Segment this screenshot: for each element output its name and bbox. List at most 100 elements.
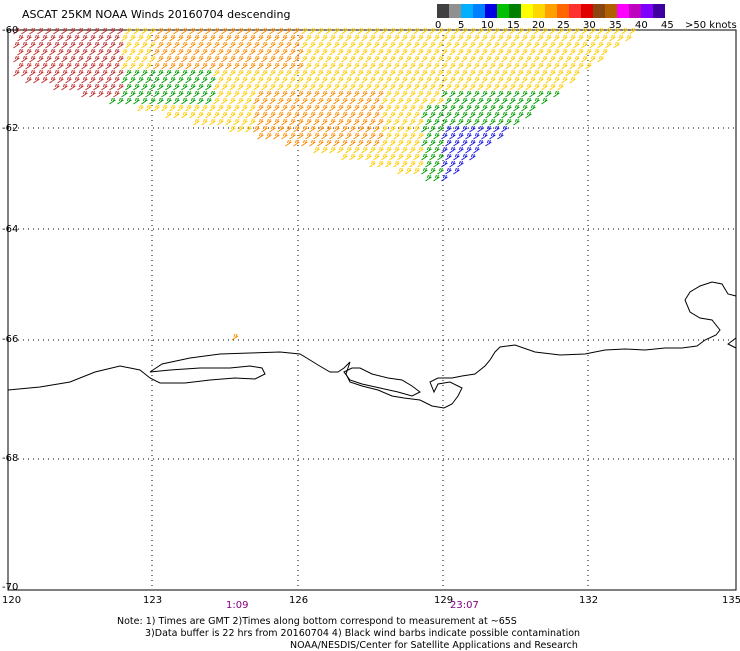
wind-barb <box>473 90 480 98</box>
wind-barb <box>293 111 300 119</box>
wind-barb <box>425 160 432 168</box>
wind-barb <box>413 153 420 161</box>
legend-label-45: 45 <box>661 20 674 31</box>
wind-barb <box>285 55 292 63</box>
wind-barb <box>569 76 576 84</box>
wind-barb <box>33 62 40 70</box>
wind-barb <box>273 132 280 140</box>
wind-barb <box>389 27 396 35</box>
wind-barb <box>97 48 104 56</box>
wind-barb <box>249 34 256 42</box>
wind-barb <box>509 97 516 105</box>
wind-barb <box>249 76 256 84</box>
wind-barb <box>345 118 352 126</box>
wind-barb <box>201 118 208 126</box>
wind-barb <box>205 55 212 63</box>
wind-barb <box>321 34 328 42</box>
wind-barb <box>477 41 484 49</box>
wind-barb <box>177 90 184 98</box>
wind-barb <box>349 55 356 63</box>
wind-barb <box>389 69 396 77</box>
wind-barb <box>229 55 236 63</box>
wind-barb <box>45 69 52 77</box>
wind-barb <box>345 90 352 98</box>
wind-barb <box>17 34 24 42</box>
wind-barb <box>205 97 212 105</box>
wind-barb <box>153 62 160 70</box>
wind-barb <box>353 104 360 112</box>
wind-barb <box>341 111 348 119</box>
wind-barb <box>389 125 396 133</box>
wind-barb <box>469 41 476 49</box>
wind-barb <box>333 55 340 63</box>
legend-swatch <box>461 4 473 18</box>
wind-barb <box>385 34 392 42</box>
wind-barb <box>273 76 280 84</box>
wind-barb <box>601 48 608 56</box>
wind-barb <box>141 55 148 63</box>
wind-barb <box>445 55 452 63</box>
wind-barb <box>437 83 444 91</box>
wind-barb <box>517 27 524 35</box>
wind-barb <box>173 69 180 77</box>
wind-barb <box>409 62 416 70</box>
wind-barb <box>161 62 168 70</box>
wind-barb <box>341 125 348 133</box>
wind-barb <box>293 83 300 91</box>
wind-barb <box>109 83 116 91</box>
wind-barb <box>337 132 344 140</box>
wind-barb <box>253 83 260 91</box>
wind-barb <box>101 83 108 91</box>
wind-barb <box>541 97 548 105</box>
wind-barb <box>509 83 516 91</box>
wind-barb <box>493 125 500 133</box>
wind-barb <box>145 90 152 98</box>
wind-barb <box>485 125 492 133</box>
wind-barb <box>461 27 468 35</box>
wind-barb <box>85 55 92 63</box>
wind-barb <box>337 62 344 70</box>
wind-barb <box>489 48 496 56</box>
wind-barb <box>425 34 432 42</box>
wind-barb <box>153 104 160 112</box>
wind-barb <box>541 55 548 63</box>
wind-barb <box>457 160 464 168</box>
wind-barb <box>561 62 568 70</box>
wind-barb <box>385 132 392 140</box>
wind-barb <box>173 55 180 63</box>
wind-barb <box>245 111 252 119</box>
wind-barb <box>193 104 200 112</box>
wind-barb <box>329 132 336 140</box>
wind-barb <box>65 48 72 56</box>
legend-swatch <box>557 4 569 18</box>
wind-barb <box>13 41 20 49</box>
wind-barb <box>41 76 48 84</box>
wind-barb <box>337 146 344 154</box>
wind-barb <box>361 146 368 154</box>
wind-barb <box>289 118 296 126</box>
wind-barb <box>353 62 360 70</box>
wind-barb <box>485 139 492 147</box>
legend-swatch <box>497 4 509 18</box>
wind-barb <box>77 27 84 35</box>
wind-barb <box>121 76 128 84</box>
wind-barb <box>353 90 360 98</box>
wind-barb <box>193 76 200 84</box>
wind-barb <box>417 146 424 154</box>
wind-barb <box>297 132 304 140</box>
wind-barb <box>437 139 444 147</box>
wind-barb <box>433 132 440 140</box>
wind-barb <box>97 76 104 84</box>
wind-barb <box>293 41 300 49</box>
wind-barb <box>213 97 220 105</box>
wind-barb <box>373 83 380 91</box>
wind-barb <box>465 48 472 56</box>
wind-barb <box>89 76 96 84</box>
wind-barb <box>501 41 508 49</box>
legend-label-0: 0 <box>435 20 442 31</box>
wind-barb <box>181 41 188 49</box>
wind-barb <box>453 111 460 119</box>
wind-barb <box>465 76 472 84</box>
wind-barb <box>525 55 532 63</box>
wind-barb <box>33 34 40 42</box>
